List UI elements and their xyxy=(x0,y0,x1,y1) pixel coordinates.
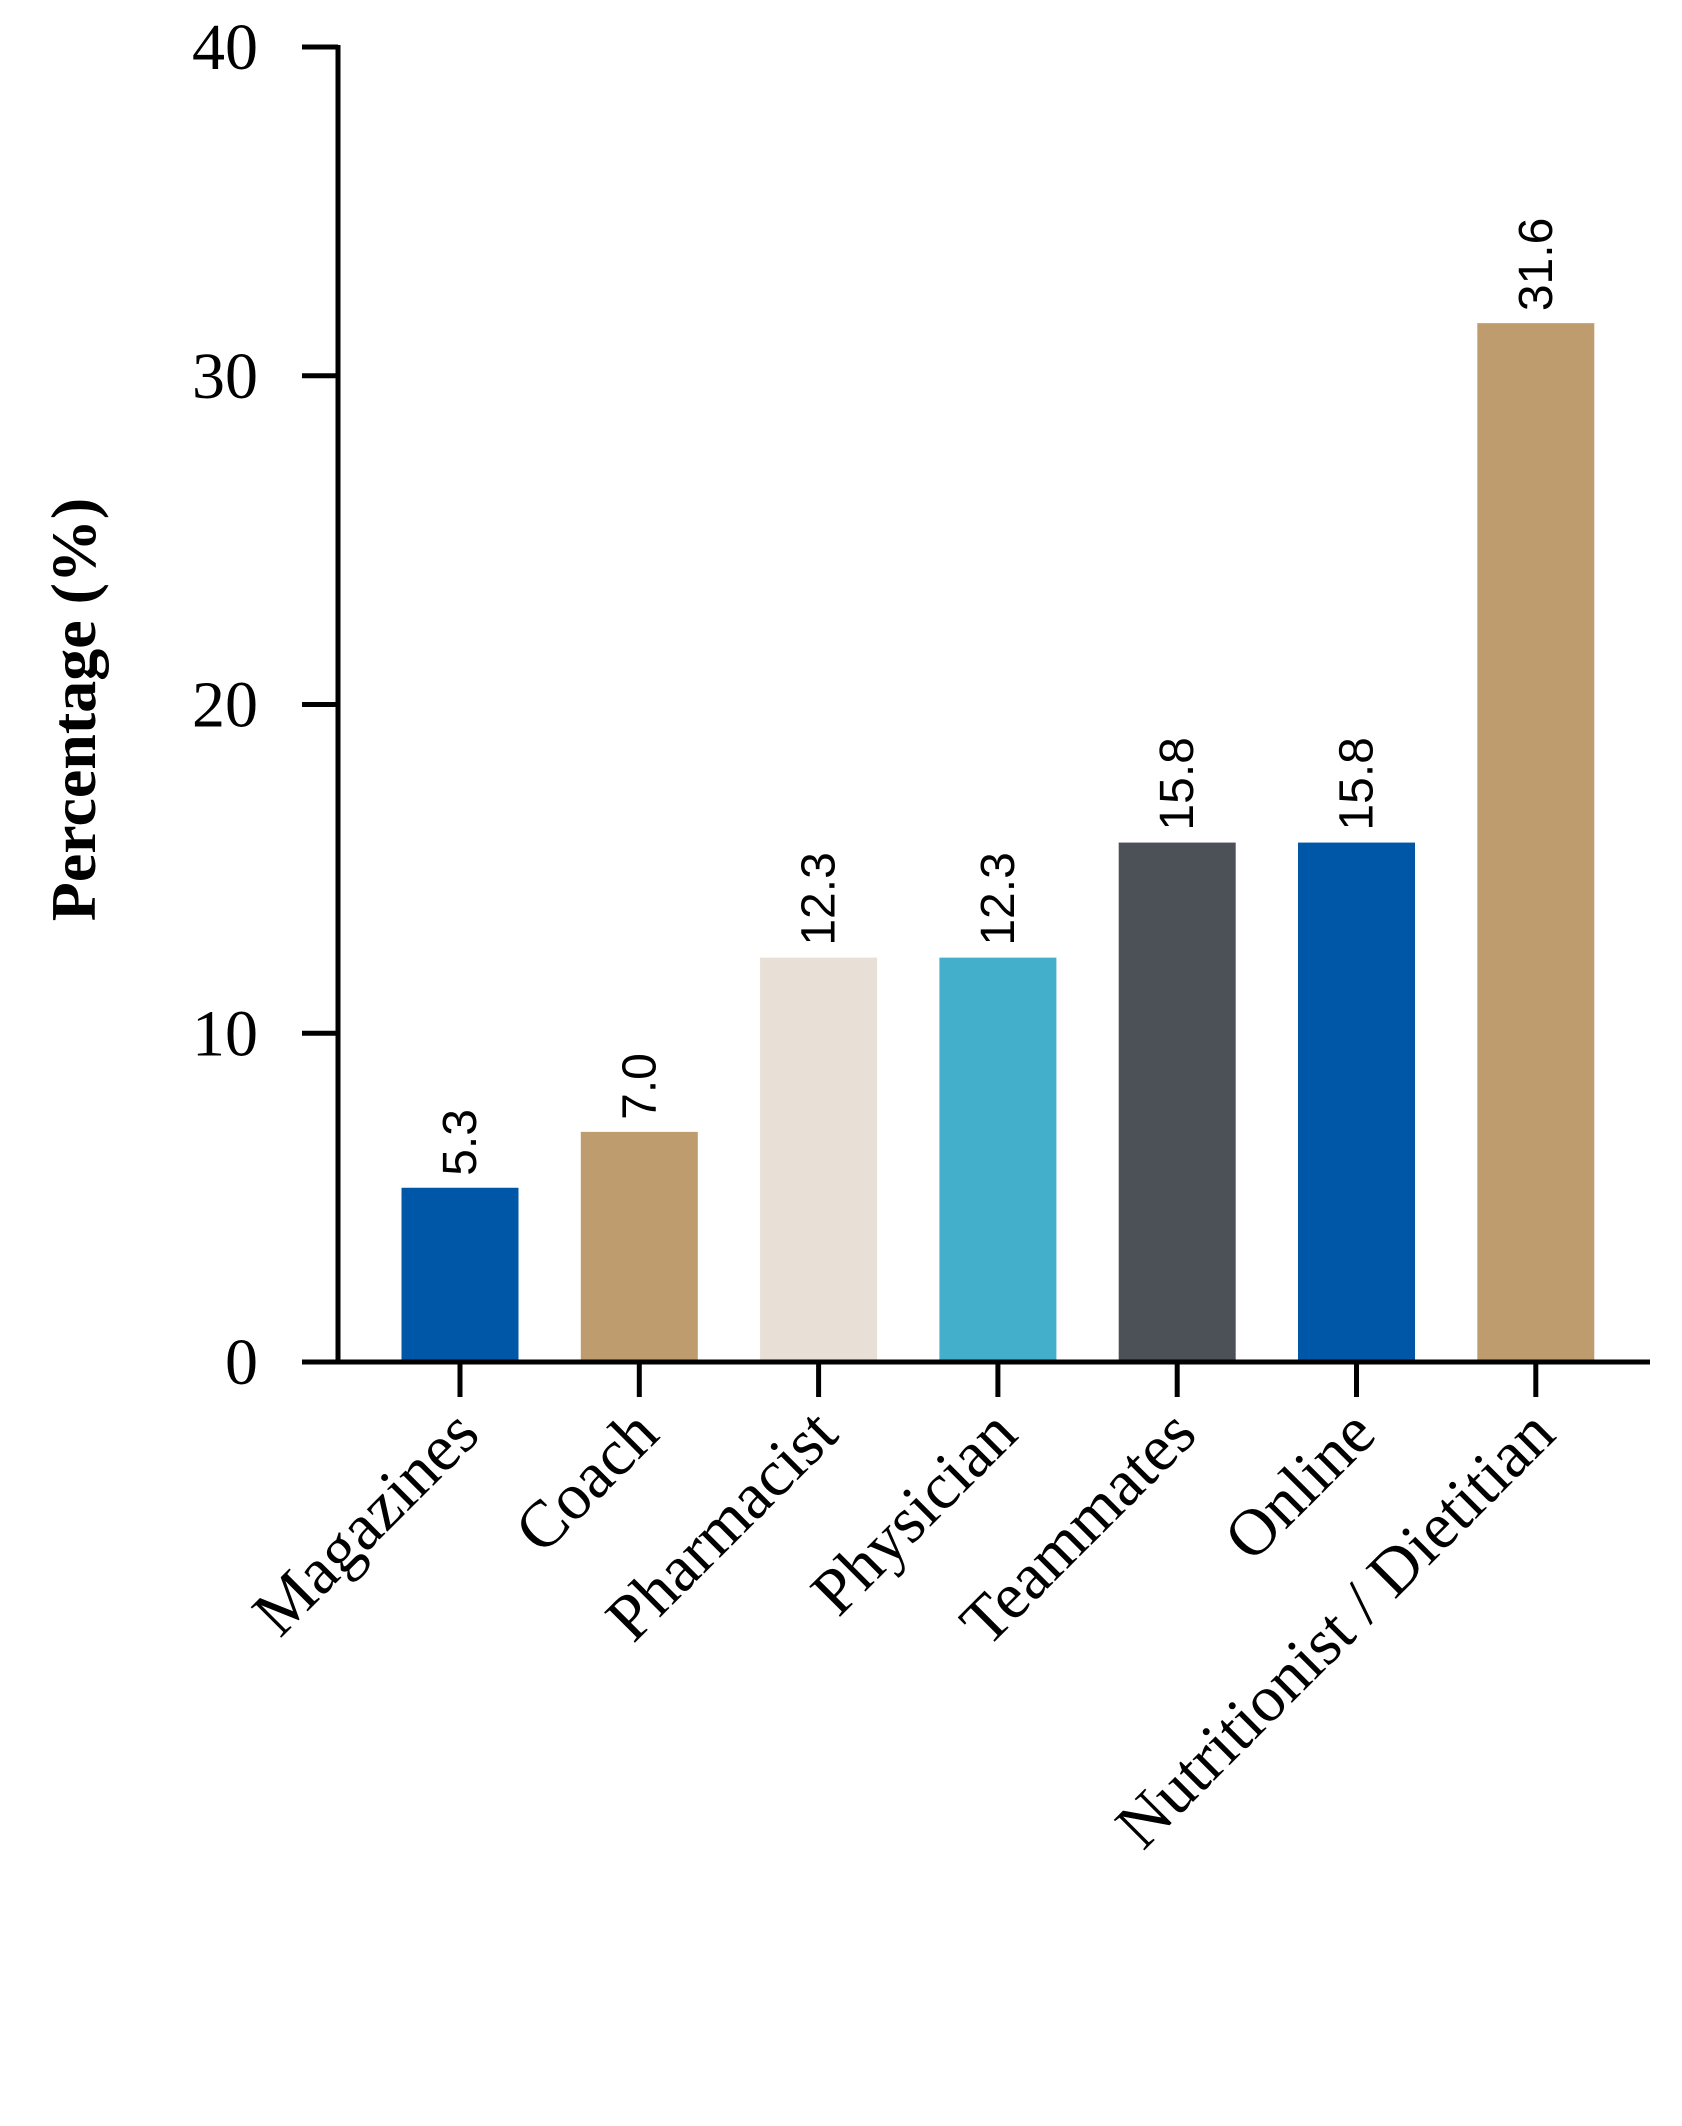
y-tick-label: 20 xyxy=(192,669,258,742)
data-label: 12.3 xyxy=(793,852,846,945)
bar-teammates xyxy=(1118,842,1236,1362)
bars-group xyxy=(401,323,1595,1362)
x-tick-label: Online xyxy=(1210,1396,1389,1575)
y-tick-label: 40 xyxy=(192,11,258,84)
x-tick-label: Coach xyxy=(501,1396,672,1567)
bar-coach xyxy=(580,1131,698,1362)
y-ticks-group: 0 10 20 30 40 xyxy=(192,11,338,1399)
bar-physician xyxy=(939,957,1057,1362)
data-label: 15.8 xyxy=(1151,737,1204,830)
data-label: 31.6 xyxy=(1510,218,1563,311)
x-ticks-group: Magazines CoachPharmacistPhysicianTeammat… xyxy=(239,1362,1568,1862)
data-label: 7.0 xyxy=(613,1053,666,1120)
bar-online xyxy=(1298,842,1415,1362)
bar-pharmacist xyxy=(760,957,878,1362)
data-label: 12.3 xyxy=(972,852,1025,945)
y-tick-label: 10 xyxy=(192,997,258,1070)
data-label: 5.3 xyxy=(434,1109,487,1176)
x-tick-label: Magazines xyxy=(239,1396,493,1650)
data-label: 15.8 xyxy=(1331,737,1384,830)
y-tick-label: 30 xyxy=(192,340,258,413)
data-labels-group: 5.3 7.0 12.3 12.3 15.8 15.8 31.6 xyxy=(434,218,1563,1176)
y-tick-label: 0 xyxy=(225,1326,258,1399)
bar-nutritionist-dietitian xyxy=(1477,323,1595,1362)
y-axis-label: Percentage (%) xyxy=(38,498,109,922)
bar-magazines xyxy=(401,1187,519,1362)
